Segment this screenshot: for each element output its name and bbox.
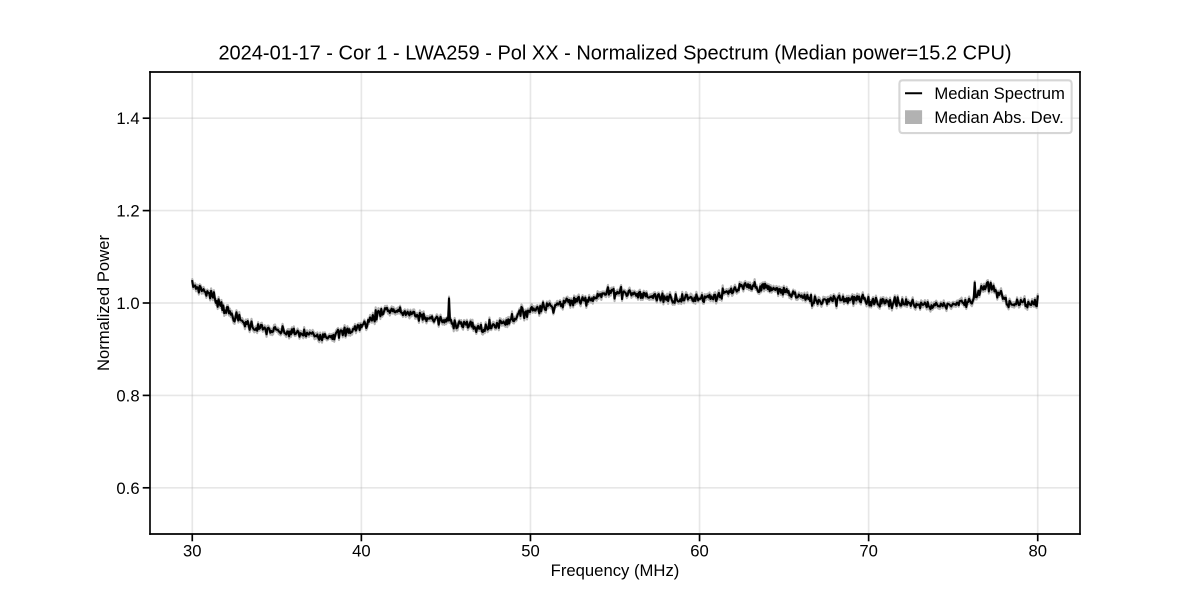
svg-text:50: 50	[521, 541, 540, 560]
svg-text:30: 30	[183, 541, 202, 560]
svg-text:0.8: 0.8	[116, 386, 139, 405]
svg-text:1.0: 1.0	[116, 294, 139, 313]
svg-text:2024-01-17 - Cor 1 - LWA259 -: 2024-01-17 - Cor 1 - LWA259 - Pol XX - N…	[218, 43, 1011, 65]
svg-text:Normalized Power: Normalized Power	[94, 235, 113, 372]
svg-text:1.4: 1.4	[116, 109, 139, 128]
svg-text:60: 60	[690, 541, 709, 560]
svg-text:80: 80	[1028, 541, 1047, 560]
svg-text:40: 40	[352, 541, 371, 560]
svg-text:Median Abs. Dev.: Median Abs. Dev.	[934, 108, 1063, 127]
svg-text:0.6: 0.6	[116, 479, 139, 498]
svg-text:1.2: 1.2	[116, 202, 139, 221]
svg-text:Frequency (MHz): Frequency (MHz)	[551, 561, 680, 580]
svg-text:70: 70	[859, 541, 878, 560]
svg-text:Median Spectrum: Median Spectrum	[934, 84, 1065, 103]
